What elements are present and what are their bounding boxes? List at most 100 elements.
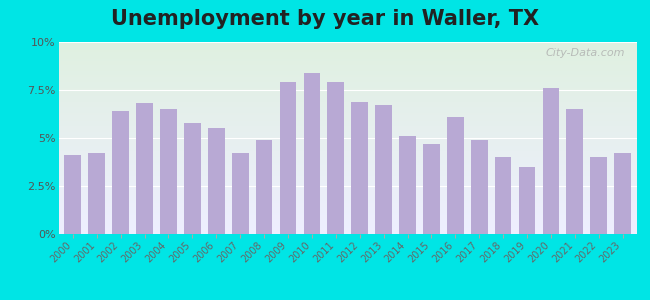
Bar: [88, 153, 105, 234]
Bar: [58, 197, 637, 200]
Bar: [58, 53, 637, 56]
Bar: [58, 48, 637, 50]
Bar: [58, 132, 637, 134]
Bar: [58, 86, 637, 88]
Bar: [58, 175, 637, 176]
Bar: [58, 71, 637, 73]
Bar: [58, 123, 637, 124]
Bar: [58, 205, 637, 207]
Bar: [58, 124, 637, 127]
Bar: [58, 194, 637, 196]
Bar: [543, 88, 559, 234]
Bar: [58, 224, 637, 226]
Bar: [58, 211, 637, 213]
Bar: [58, 228, 637, 230]
Bar: [58, 73, 637, 75]
Bar: [58, 144, 637, 146]
Bar: [58, 121, 637, 123]
Bar: [58, 101, 637, 103]
Bar: [58, 69, 637, 71]
Bar: [58, 188, 637, 190]
Bar: [255, 140, 272, 234]
Bar: [58, 172, 637, 175]
Bar: [304, 73, 320, 234]
Bar: [58, 63, 637, 65]
Bar: [58, 80, 637, 82]
Bar: [58, 153, 637, 155]
Bar: [58, 159, 637, 161]
Bar: [58, 217, 637, 219]
Bar: [58, 75, 637, 76]
Bar: [58, 169, 637, 171]
Bar: [447, 117, 463, 234]
Bar: [58, 226, 637, 228]
Bar: [352, 101, 368, 234]
Bar: [58, 90, 637, 92]
Bar: [519, 167, 536, 234]
Bar: [58, 44, 637, 46]
Bar: [495, 157, 512, 234]
Bar: [58, 109, 637, 111]
Bar: [160, 109, 177, 234]
Bar: [58, 148, 637, 149]
Bar: [58, 76, 637, 79]
Bar: [58, 152, 637, 153]
Bar: [58, 94, 637, 96]
Bar: [58, 61, 637, 63]
Bar: [208, 128, 225, 234]
Bar: [136, 103, 153, 234]
Bar: [58, 65, 637, 67]
Bar: [112, 111, 129, 234]
Bar: [567, 109, 583, 234]
Bar: [58, 146, 637, 148]
Bar: [58, 119, 637, 121]
Bar: [58, 215, 637, 217]
Bar: [64, 155, 81, 234]
Bar: [58, 67, 637, 69]
Bar: [58, 98, 637, 100]
Bar: [58, 92, 637, 94]
Bar: [58, 134, 637, 136]
Bar: [58, 184, 637, 186]
Bar: [471, 140, 488, 234]
Bar: [58, 155, 637, 157]
Bar: [58, 103, 637, 105]
Bar: [399, 136, 416, 234]
Bar: [58, 107, 637, 109]
Bar: [280, 82, 296, 234]
Bar: [58, 161, 637, 163]
Bar: [423, 144, 440, 234]
Bar: [58, 190, 637, 192]
Bar: [58, 176, 637, 178]
Bar: [58, 84, 637, 86]
Bar: [58, 50, 637, 52]
Bar: [58, 111, 637, 113]
Bar: [58, 136, 637, 138]
Bar: [58, 100, 637, 101]
Bar: [58, 138, 637, 140]
Bar: [58, 220, 637, 223]
Bar: [328, 82, 344, 234]
Bar: [58, 180, 637, 182]
Bar: [58, 88, 637, 90]
Bar: [58, 140, 637, 142]
Bar: [58, 128, 637, 130]
Bar: [58, 192, 637, 194]
Bar: [58, 182, 637, 184]
Bar: [58, 113, 637, 115]
Bar: [58, 163, 637, 165]
Bar: [58, 96, 637, 98]
Bar: [58, 149, 637, 152]
Bar: [58, 213, 637, 215]
Bar: [58, 57, 637, 59]
Bar: [184, 123, 201, 234]
Bar: [58, 56, 637, 57]
Text: City-Data.com: City-Data.com: [546, 48, 625, 58]
Bar: [58, 105, 637, 107]
Bar: [58, 115, 637, 117]
Bar: [58, 167, 637, 169]
Bar: [58, 203, 637, 205]
Bar: [58, 230, 637, 232]
Bar: [58, 127, 637, 128]
Bar: [58, 186, 637, 188]
